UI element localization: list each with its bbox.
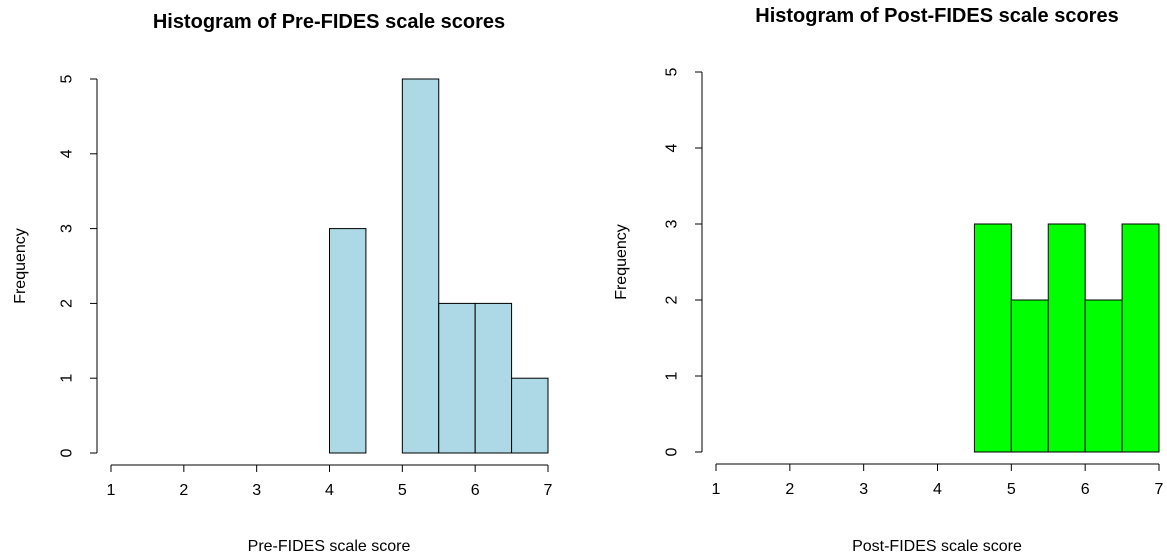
post-fides-y-tick-label: 3 [664, 219, 681, 228]
post-fides-x-tick-label: 7 [1155, 481, 1164, 498]
post-fides-histogram-panel: Histogram of Post-FIDES scale scores Pos… [613, 5, 1164, 555]
pre-fides-bar [329, 228, 367, 454]
pre-fides-y-axis-title: Frequency [12, 228, 29, 304]
pre-fides-y-tick-label: 0 [59, 448, 76, 457]
post-fides-y-axis-title: Frequency [613, 224, 630, 300]
post-fides-x-tick-label: 5 [1007, 481, 1016, 498]
pre-fides-bar [401, 78, 440, 454]
pre-fides-y-axis: 0 1 2 3 4 5 [59, 74, 98, 457]
post-fides-bars [973, 223, 1160, 453]
pre-fides-y-tick-label: 2 [59, 299, 76, 308]
post-fides-y-tick-label: 1 [664, 371, 681, 380]
post-fides-x-tick-label: 6 [1081, 481, 1090, 498]
pre-fides-chart-title: Histogram of Pre-FIDES scale scores [153, 11, 505, 33]
post-fides-x-axis: 1 2 3 4 5 6 7 [712, 463, 1164, 498]
pre-fides-x-tick-label: 1 [107, 482, 116, 499]
post-fides-x-tick-label: 4 [933, 481, 942, 498]
post-fides-bar [1047, 223, 1086, 453]
post-fides-bar [1010, 299, 1049, 453]
post-fides-y-axis: 0 1 2 3 4 5 [664, 67, 703, 456]
post-fides-y-tick-label: 2 [664, 295, 681, 304]
post-fides-x-tick-label: 1 [712, 481, 721, 498]
pre-fides-bar [474, 302, 513, 454]
post-fides-y-tick-label: 4 [664, 143, 681, 152]
post-fides-y-tick-label: 0 [664, 447, 681, 456]
pre-fides-x-tick-label: 4 [325, 482, 334, 499]
pre-fides-x-tick-label: 2 [179, 482, 188, 499]
post-fides-x-axis-title: Post-FIDES scale score [852, 538, 1022, 555]
pre-fides-x-tick-label: 7 [544, 482, 553, 499]
pre-fides-y-tick-label: 4 [59, 149, 76, 158]
pre-fides-bar [511, 377, 549, 454]
pre-fides-bar [438, 302, 476, 454]
post-fides-bar [1084, 299, 1123, 453]
pre-fides-x-tick-label: 3 [252, 482, 261, 499]
pre-fides-x-axis-title: Pre-FIDES scale score [248, 538, 411, 555]
pre-fides-bars [329, 78, 549, 454]
pre-fides-y-tick-label: 1 [59, 374, 76, 383]
post-fides-x-tick-label: 2 [785, 481, 794, 498]
pre-fides-y-tick-label: 3 [59, 224, 76, 233]
post-fides-bar [1121, 223, 1160, 453]
post-fides-y-tick-label: 5 [664, 67, 681, 76]
post-fides-bar [973, 223, 1012, 453]
pre-fides-x-axis: 1 2 3 4 5 6 7 [107, 464, 553, 499]
pre-fides-x-tick-label: 5 [398, 482, 407, 499]
pre-fides-histogram-panel: Histogram of Pre-FIDES scale scores Pre-… [12, 11, 553, 555]
post-fides-chart-title: Histogram of Post-FIDES scale scores [755, 5, 1118, 27]
pre-fides-y-tick-label: 5 [59, 74, 76, 83]
post-fides-x-tick-label: 3 [859, 481, 868, 498]
pre-fides-x-tick-label: 6 [471, 482, 480, 499]
